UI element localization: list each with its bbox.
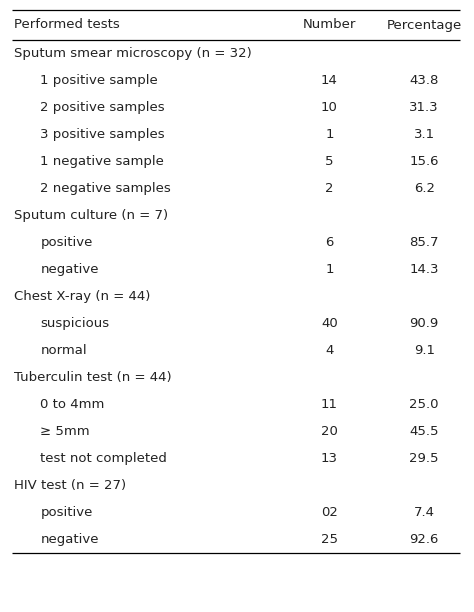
Text: 31.3: 31.3 xyxy=(410,101,439,114)
Text: 6: 6 xyxy=(325,236,334,249)
Text: 13: 13 xyxy=(321,452,338,465)
Text: 43.8: 43.8 xyxy=(410,74,439,87)
Text: 10: 10 xyxy=(321,101,338,114)
Text: Number: Number xyxy=(303,18,356,31)
Text: 14.3: 14.3 xyxy=(410,263,439,276)
Text: 2: 2 xyxy=(325,182,334,195)
Text: 2 negative samples: 2 negative samples xyxy=(40,182,171,195)
Text: Percentage: Percentage xyxy=(387,18,462,31)
Text: ≥ 5mm: ≥ 5mm xyxy=(40,425,90,438)
Text: 3.1: 3.1 xyxy=(414,128,435,141)
Text: 1: 1 xyxy=(325,263,334,276)
Text: 6.2: 6.2 xyxy=(414,182,435,195)
Text: 90.9: 90.9 xyxy=(410,317,439,330)
Text: suspicious: suspicious xyxy=(40,317,109,330)
Text: negative: negative xyxy=(40,263,99,276)
Text: 14: 14 xyxy=(321,74,338,87)
Text: 3 positive samples: 3 positive samples xyxy=(40,128,165,141)
Text: 11: 11 xyxy=(321,398,338,411)
Text: positive: positive xyxy=(40,506,92,519)
Text: 9.1: 9.1 xyxy=(414,344,435,357)
Text: Performed tests: Performed tests xyxy=(14,18,120,31)
Text: 85.7: 85.7 xyxy=(410,236,439,249)
Text: test not completed: test not completed xyxy=(40,452,167,465)
Text: 0 to 4mm: 0 to 4mm xyxy=(40,398,105,411)
Text: 1: 1 xyxy=(325,128,334,141)
Text: negative: negative xyxy=(40,533,99,546)
Text: 29.5: 29.5 xyxy=(410,452,439,465)
Text: 40: 40 xyxy=(321,317,338,330)
Text: 20: 20 xyxy=(321,425,338,438)
Text: normal: normal xyxy=(40,344,87,357)
Text: HIV test (n = 27): HIV test (n = 27) xyxy=(14,479,127,492)
Text: 4: 4 xyxy=(325,344,334,357)
Text: 1 positive sample: 1 positive sample xyxy=(40,74,158,87)
Text: 1 negative sample: 1 negative sample xyxy=(40,155,164,168)
Text: 25.0: 25.0 xyxy=(410,398,439,411)
Text: 02: 02 xyxy=(321,506,338,519)
Text: 7.4: 7.4 xyxy=(414,506,435,519)
Text: 92.6: 92.6 xyxy=(410,533,439,546)
Text: Chest X-ray (n = 44): Chest X-ray (n = 44) xyxy=(14,290,151,303)
Text: 5: 5 xyxy=(325,155,334,168)
Text: 25: 25 xyxy=(321,533,338,546)
Text: 15.6: 15.6 xyxy=(410,155,439,168)
Text: Sputum culture (n = 7): Sputum culture (n = 7) xyxy=(14,209,168,222)
Text: positive: positive xyxy=(40,236,92,249)
Text: Sputum smear microscopy (n = 32): Sputum smear microscopy (n = 32) xyxy=(14,47,252,60)
Text: Tuberculin test (n = 44): Tuberculin test (n = 44) xyxy=(14,371,172,384)
Text: 45.5: 45.5 xyxy=(410,425,439,438)
Text: 2 positive samples: 2 positive samples xyxy=(40,101,165,114)
